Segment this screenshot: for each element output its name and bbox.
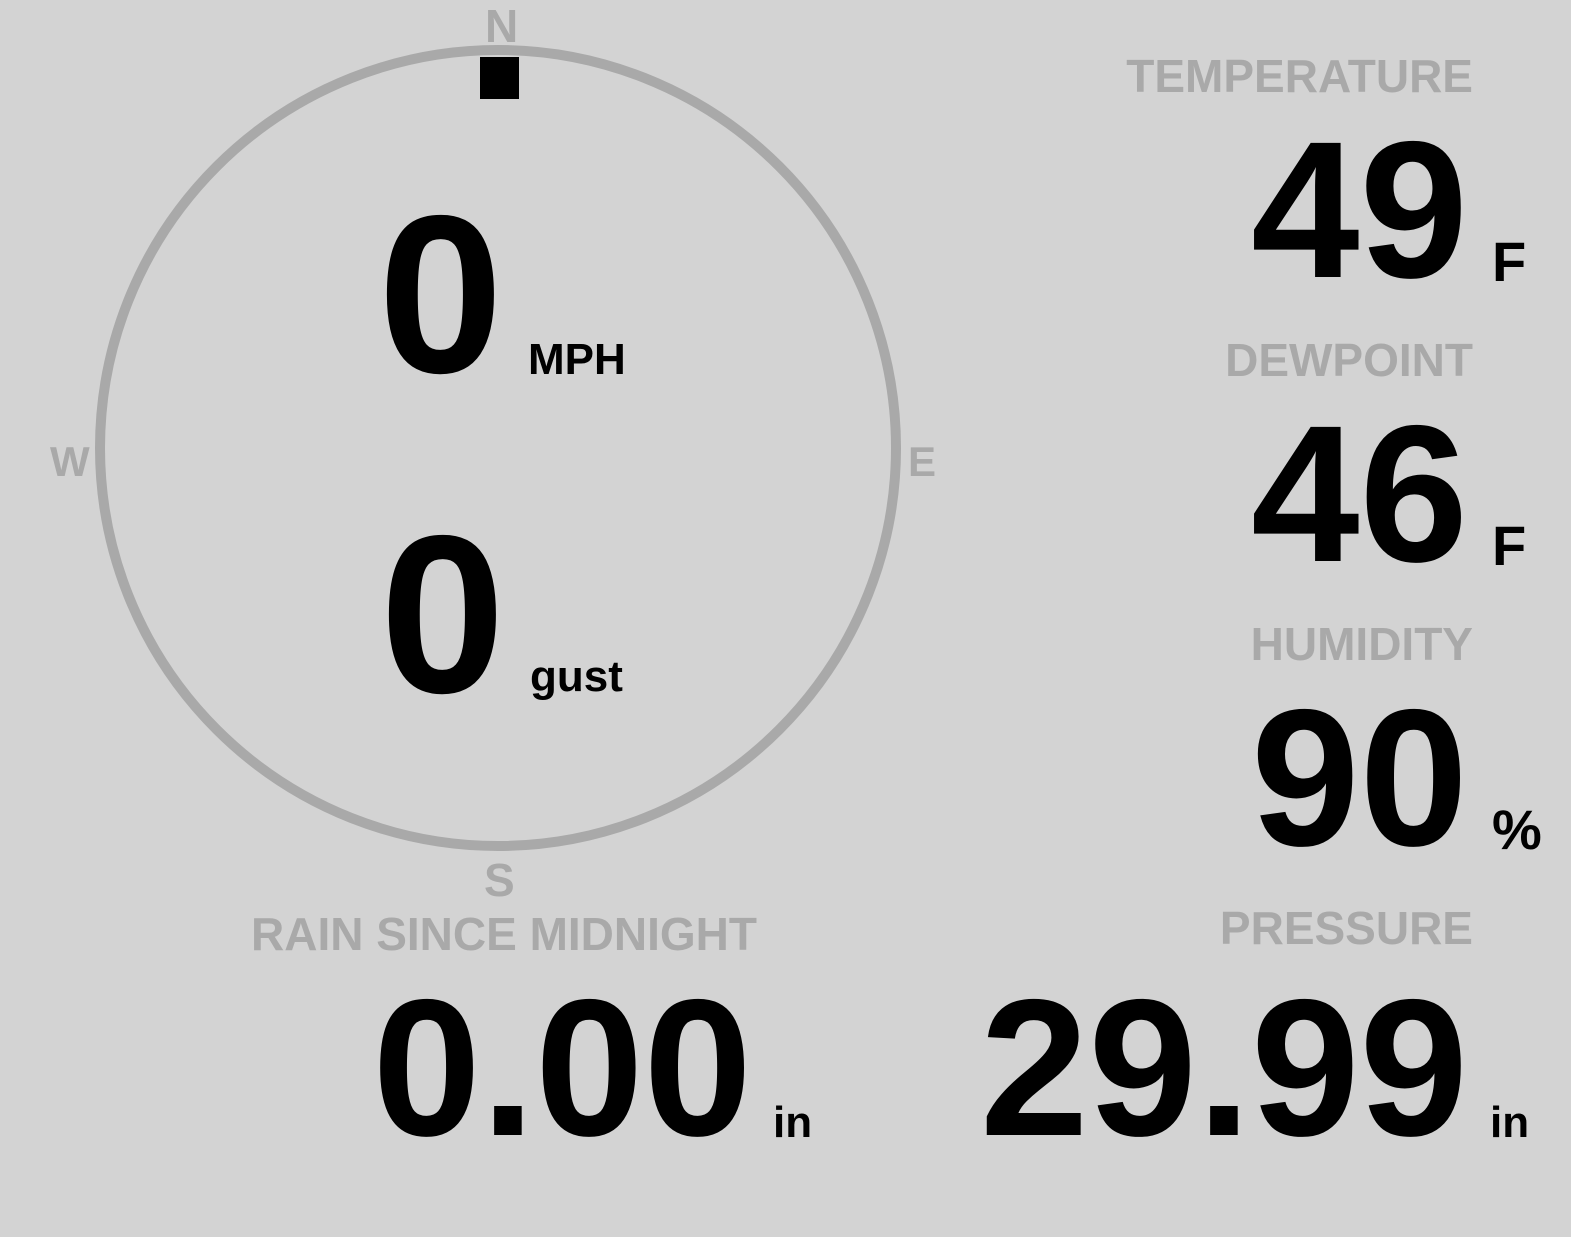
rain-value: 0.00 [372, 959, 752, 1177]
humidity-label: HUMIDITY [1250, 618, 1473, 670]
pressure-label: PRESSURE [1219, 902, 1473, 954]
pressure-value: 29.99 [980, 959, 1468, 1177]
compass-south-label: S [484, 854, 515, 906]
dewpoint-label: DEWPOINT [1225, 334, 1473, 386]
temperature-value: 49 [1251, 101, 1468, 319]
wind-direction-indicator [480, 57, 519, 99]
wind-gust-label: gust [530, 652, 623, 701]
compass-north-label: N [485, 0, 519, 52]
wind-speed-value: 0 [378, 168, 504, 420]
wind-speed-unit: MPH [528, 335, 626, 384]
compass-ring [95, 45, 901, 851]
humidity-unit: % [1492, 798, 1542, 861]
dewpoint-value: 46 [1251, 385, 1468, 603]
pressure-unit: in [1490, 1098, 1530, 1147]
rain-label: RAIN SINCE MIDNIGHT [251, 908, 757, 960]
temperature-label: TEMPERATURE [1126, 50, 1473, 102]
temperature-unit: F [1492, 230, 1527, 293]
humidity-value: 90 [1251, 669, 1468, 887]
dewpoint-unit: F [1492, 514, 1527, 577]
compass-east-label: E [908, 438, 937, 485]
rain-unit: in [773, 1098, 813, 1147]
compass-west-label: W [50, 438, 90, 485]
wind-gust-value: 0 [380, 488, 506, 740]
